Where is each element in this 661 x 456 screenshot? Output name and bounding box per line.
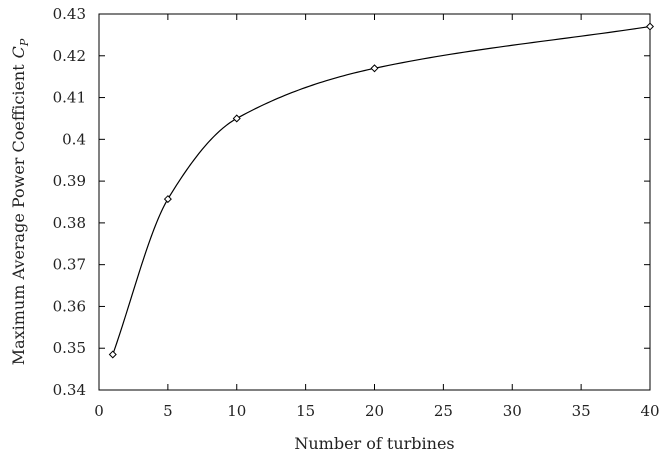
series-line (112, 25, 651, 355)
data-point (108, 350, 117, 359)
y-tick-label: 0.36 (53, 297, 86, 315)
y-tick-label: 0.41 (53, 89, 86, 107)
y-tick-label: 0.38 (53, 214, 86, 232)
x-tick-label: 10 (227, 402, 246, 420)
y-tick-label: 0.37 (53, 256, 86, 274)
x-tick-label: 30 (503, 402, 522, 420)
data-markers (108, 22, 655, 359)
x-tick-label: 5 (163, 402, 173, 420)
x-tick-label: 0 (94, 402, 104, 420)
y-tick-label: 0.34 (53, 381, 86, 399)
x-tick-label: 20 (365, 402, 384, 420)
y-axis-label-text: Maximum Average Power Coefficient (9, 64, 28, 366)
y-tick-label: 0.4 (62, 130, 86, 148)
y-axis-label: Maximum Average Power Coefficient CP (9, 38, 31, 365)
x-axis-label: Number of turbines (294, 434, 454, 453)
x-tick-labels: 0 5 10 15 20 25 30 35 40 (94, 402, 659, 420)
y-tick-label: 0.43 (53, 5, 86, 23)
x-tick-label: 35 (572, 402, 591, 420)
y-tick-labels: 0.34 0.35 0.36 0.37 0.38 0.39 0.4 0.41 0.42 0.43 (53, 5, 86, 399)
y-axis-symbol: C (9, 46, 28, 58)
axis-ticks (98, 13, 651, 391)
data-point (645, 22, 655, 31)
data-point (163, 195, 172, 204)
data-point (232, 114, 241, 123)
x-tick-label: 40 (640, 402, 659, 420)
x-tick-label: 15 (296, 402, 315, 420)
y-tick-label: 0.39 (53, 172, 86, 190)
x-tick-label: 25 (434, 402, 453, 420)
data-point (370, 64, 379, 73)
y-tick-label: 0.42 (53, 47, 86, 65)
y-tick-label: 0.35 (53, 339, 86, 357)
y-axis-symbol-subscript: P (18, 38, 31, 47)
